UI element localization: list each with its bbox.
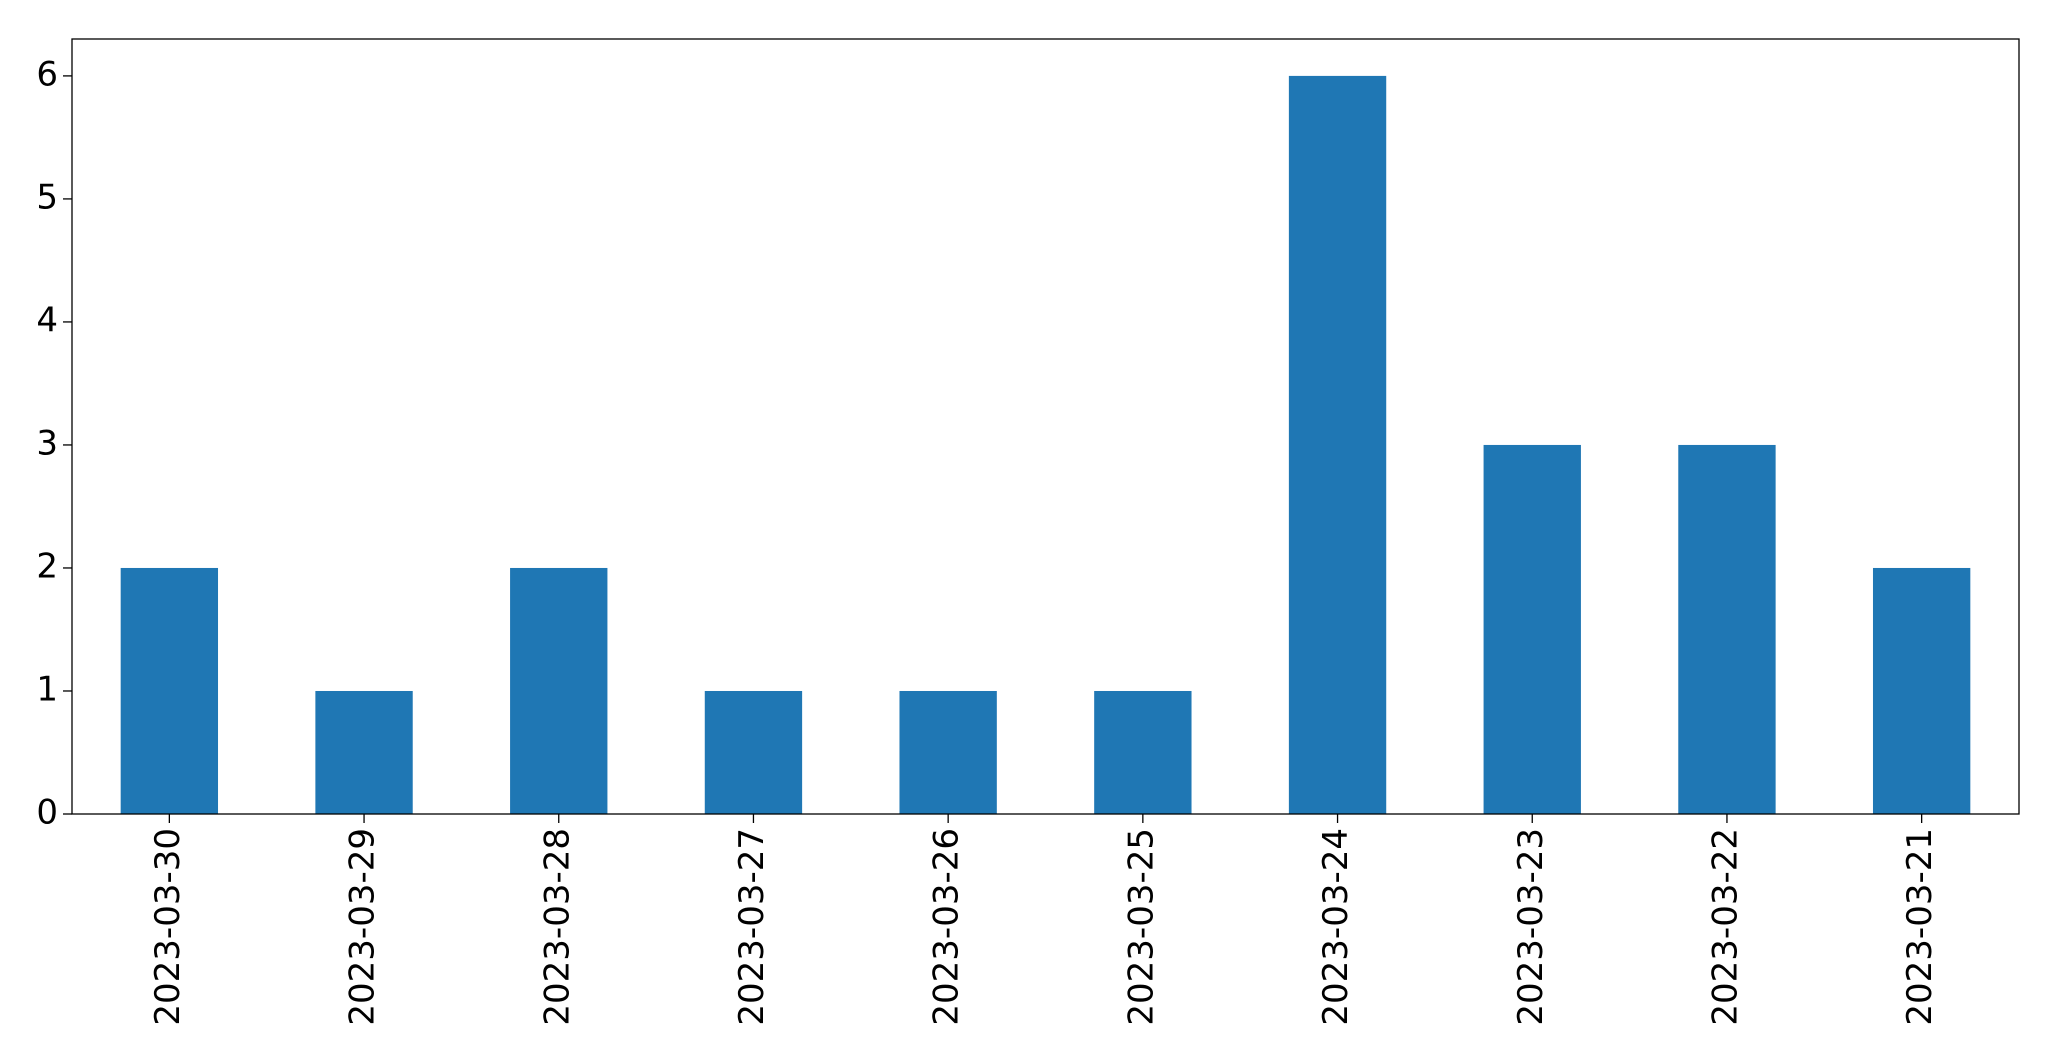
- bar: [1678, 444, 1776, 814]
- x-tick-label: 2023-03-28: [537, 828, 577, 1026]
- x-tick-label: 2023-03-27: [732, 828, 772, 1026]
- bar: [899, 690, 997, 814]
- x-tick-label: 2023-03-24: [1316, 828, 1356, 1026]
- y-tick-label: 3: [36, 423, 58, 463]
- bar: [315, 690, 413, 814]
- y-tick-label: 2: [36, 546, 58, 586]
- bar: [120, 567, 219, 814]
- y-tick-label: 4: [36, 300, 58, 340]
- x-tick-label: 2023-03-23: [1511, 828, 1551, 1026]
- y-tick-label: 0: [36, 793, 58, 833]
- x-tick-label: 2023-03-26: [927, 828, 967, 1026]
- bar: [1872, 567, 1971, 814]
- bar: [510, 567, 608, 814]
- y-tick-label: 6: [36, 54, 58, 94]
- bar: [1483, 444, 1581, 814]
- x-tick-label: 2023-03-29: [343, 828, 383, 1026]
- bar: [704, 690, 803, 814]
- plot-frame: [71, 38, 2020, 815]
- bar: [1288, 75, 1387, 814]
- y-tick-label: 5: [36, 177, 58, 217]
- x-tick-label: 2023-03-30: [148, 828, 188, 1026]
- bar: [1094, 690, 1192, 814]
- x-tick-label: 2023-03-22: [1705, 828, 1745, 1026]
- x-tick-label: 2023-03-21: [1900, 828, 1940, 1026]
- y-tick-label: 1: [36, 669, 58, 709]
- x-tick-label: 2023-03-25: [1121, 828, 1161, 1026]
